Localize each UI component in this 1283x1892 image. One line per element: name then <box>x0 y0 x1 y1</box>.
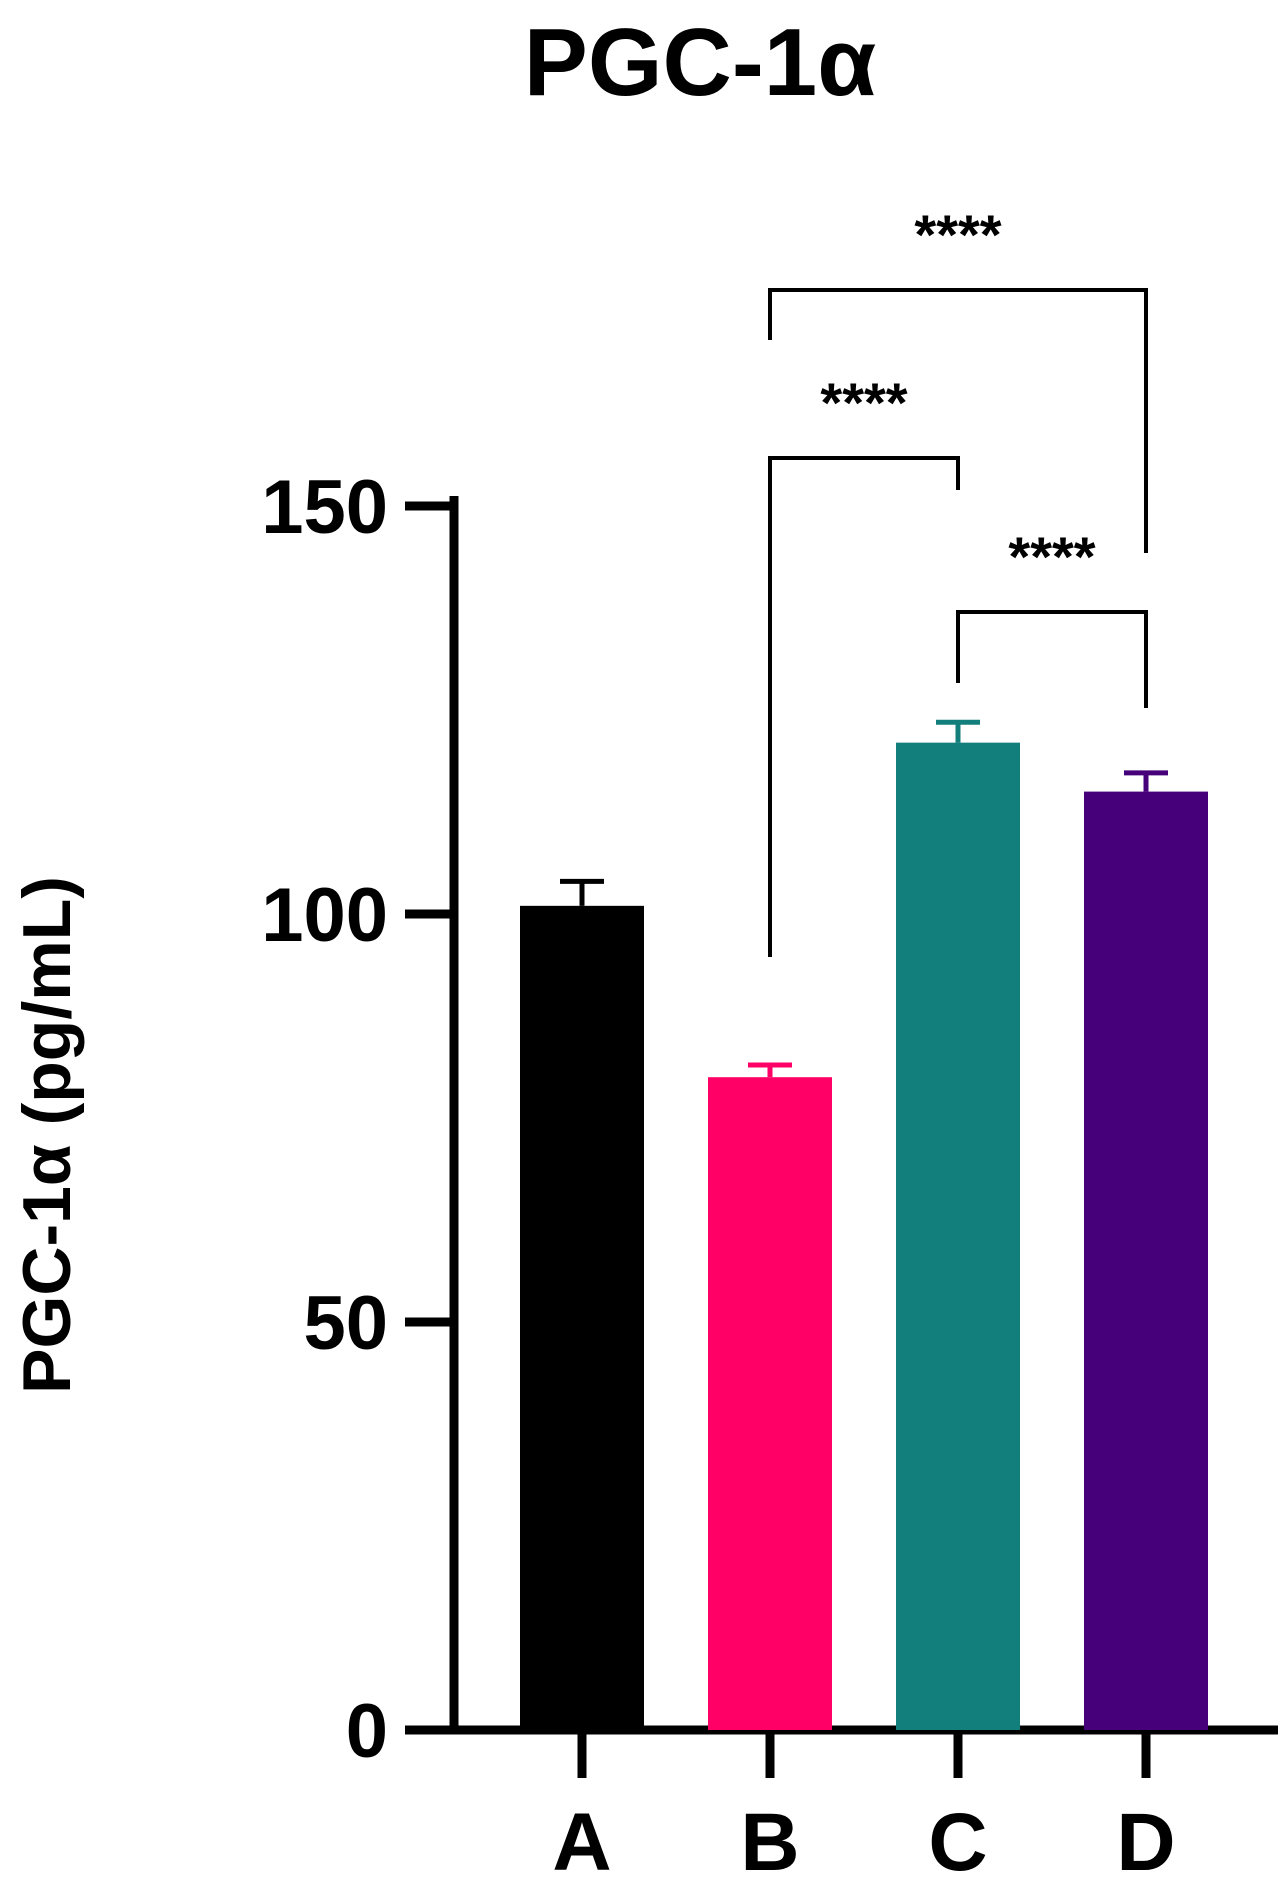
significance-bracket <box>768 456 960 957</box>
y-tick-label: 150 <box>261 465 388 550</box>
significance-label: **** <box>914 203 1001 266</box>
significance-label: **** <box>820 371 907 434</box>
significance-label: **** <box>1008 525 1095 588</box>
x-tick-label: C <box>928 1797 987 1887</box>
y-axis-label: PGC-1α (pg/mL) <box>9 876 85 1394</box>
significance-bracket <box>956 610 1148 708</box>
significance-bracket <box>768 288 1148 553</box>
y-tick-label: 50 <box>303 1281 388 1366</box>
y-tick-label: 100 <box>261 873 388 958</box>
bar-d <box>1084 791 1208 1730</box>
bar-b <box>708 1077 832 1730</box>
y-tick-label: 0 <box>346 1689 388 1774</box>
x-tick-label: B <box>740 1797 799 1887</box>
chart-title: PGC-1α <box>524 9 876 116</box>
x-tick-label: D <box>1116 1797 1175 1887</box>
bar-c <box>896 742 1020 1730</box>
x-tick-label: A <box>552 1797 611 1887</box>
bar-a <box>520 905 644 1730</box>
